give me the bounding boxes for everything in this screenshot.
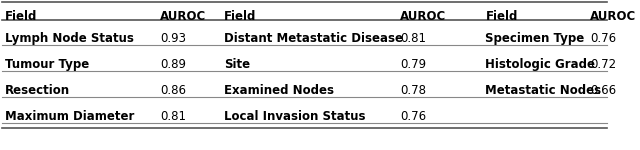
Text: 0.76: 0.76 bbox=[590, 32, 616, 45]
Text: 0.76: 0.76 bbox=[400, 110, 426, 123]
Text: AUROC: AUROC bbox=[400, 10, 446, 23]
Text: 0.81: 0.81 bbox=[400, 32, 426, 45]
Text: Local Invasion Status: Local Invasion Status bbox=[224, 110, 365, 123]
Text: Lymph Node Status: Lymph Node Status bbox=[4, 32, 134, 45]
Text: AUROC: AUROC bbox=[160, 10, 206, 23]
Text: 0.78: 0.78 bbox=[400, 84, 426, 97]
Text: Tumour Type: Tumour Type bbox=[4, 58, 89, 71]
Text: Histologic Grade: Histologic Grade bbox=[486, 58, 595, 71]
Text: 0.86: 0.86 bbox=[160, 84, 186, 97]
Text: 0.93: 0.93 bbox=[160, 32, 186, 45]
Text: 0.72: 0.72 bbox=[590, 58, 616, 71]
Text: Metastatic Nodes: Metastatic Nodes bbox=[486, 84, 602, 97]
Text: Specimen Type: Specimen Type bbox=[486, 32, 585, 45]
Text: Maximum Diameter: Maximum Diameter bbox=[4, 110, 134, 123]
Text: Field: Field bbox=[224, 10, 256, 23]
Text: Examined Nodes: Examined Nodes bbox=[224, 84, 333, 97]
Text: AUROC: AUROC bbox=[590, 10, 636, 23]
Text: Field: Field bbox=[486, 10, 518, 23]
Text: Field: Field bbox=[4, 10, 37, 23]
Text: 0.81: 0.81 bbox=[160, 110, 186, 123]
Text: 0.66: 0.66 bbox=[590, 84, 616, 97]
Text: Site: Site bbox=[224, 58, 250, 71]
Text: 0.79: 0.79 bbox=[400, 58, 426, 71]
Text: 0.89: 0.89 bbox=[160, 58, 186, 71]
Text: Resection: Resection bbox=[4, 84, 70, 97]
Text: Distant Metastatic Disease: Distant Metastatic Disease bbox=[224, 32, 403, 45]
